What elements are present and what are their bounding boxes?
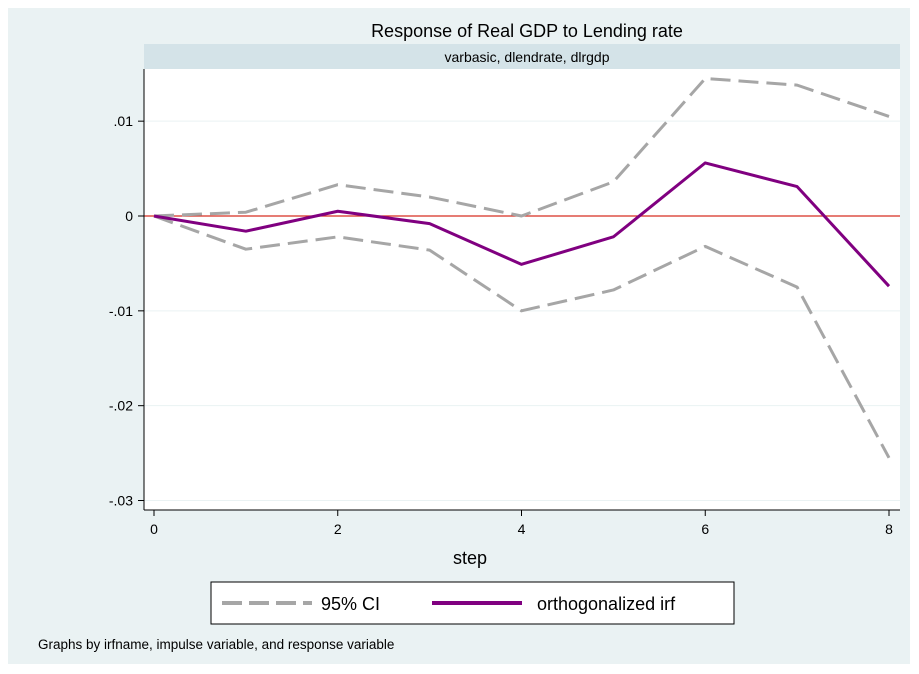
irf-line — [153, 161, 891, 288]
chart-title: Response of Real GDP to Lending rate — [371, 21, 683, 41]
x-tick-label: 8 — [885, 521, 893, 537]
series-layer — [153, 76, 891, 459]
graph-note: Graphs by irfname, impulse variable, and… — [38, 637, 395, 652]
x-tick-label: 2 — [334, 521, 342, 537]
y-tick-label: -.01 — [109, 303, 133, 319]
x-axis-ticks: 0 2 4 6 8 — [150, 510, 893, 537]
ci-upper-line — [153, 76, 890, 218]
y-tick-label: -.03 — [109, 493, 133, 509]
legend-label-irf: orthogonalized irf — [537, 594, 676, 614]
x-tick-label: 4 — [518, 521, 526, 537]
x-tick-label: 0 — [150, 521, 158, 537]
legend-label-ci: 95% CI — [321, 594, 380, 614]
ci-lower-line — [153, 214, 891, 459]
legend: 95% CI orthogonalized irf — [210, 581, 735, 625]
plot-area — [144, 69, 900, 510]
x-axis-label: step — [453, 548, 487, 568]
y-tick-label: .01 — [114, 113, 134, 129]
y-tick-label: -.02 — [109, 398, 133, 414]
x-tick-label: 6 — [701, 521, 709, 537]
chart-subtitle: varbasic, dlendrate, dlrgdp — [445, 49, 610, 65]
subtitle-strip — [144, 44, 900, 69]
y-axis-ticks: -.03 -.02 -.01 0 .01 — [109, 113, 144, 509]
y-tick-label: 0 — [125, 208, 133, 224]
